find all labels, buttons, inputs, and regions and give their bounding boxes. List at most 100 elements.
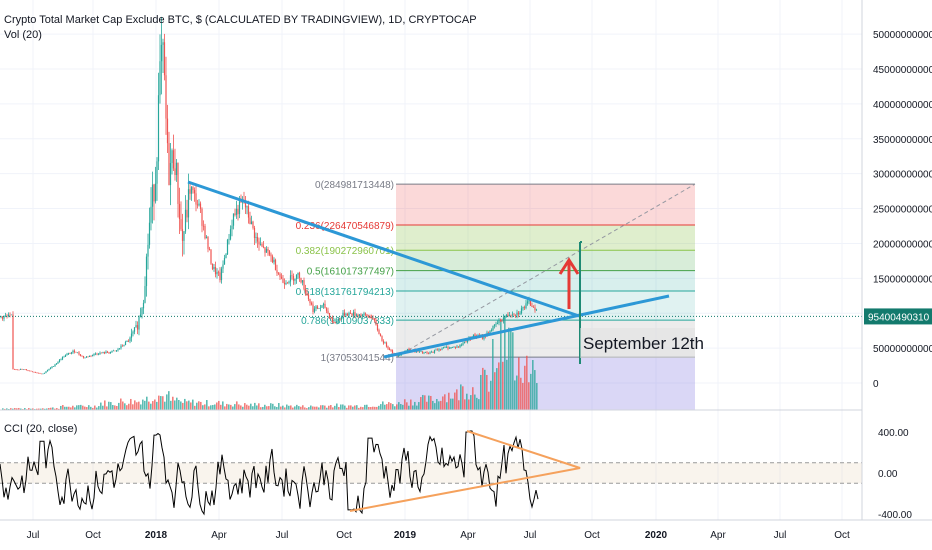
volume-bar bbox=[408, 405, 410, 410]
volume-bar bbox=[54, 408, 56, 410]
candle-body bbox=[48, 368, 50, 371]
candle-body bbox=[184, 209, 187, 232]
candle-body bbox=[240, 201, 242, 203]
axes bbox=[0, 0, 932, 521]
candle-body bbox=[12, 314, 14, 369]
fibonacci-retracement[interactable]: 0(284981713448) 0.236(226470546879) 0.382(… bbox=[296, 180, 696, 410]
ascending-trendline bbox=[383, 294, 670, 359]
candle-body bbox=[270, 254, 272, 257]
candle-body bbox=[388, 348, 391, 351]
candle-body bbox=[463, 341, 466, 344]
candle-body bbox=[180, 219, 182, 230]
volume-bar bbox=[308, 407, 310, 410]
volume-bar bbox=[28, 408, 30, 410]
candle-body bbox=[345, 313, 347, 316]
candle-body bbox=[217, 271, 220, 273]
volume-bar bbox=[196, 402, 198, 410]
fib-zone-0.5 bbox=[396, 270, 695, 292]
candle-body bbox=[289, 275, 292, 282]
candle-body bbox=[39, 373, 41, 374]
volume-bar bbox=[492, 339, 494, 410]
candle-body bbox=[429, 352, 431, 354]
candle-body bbox=[55, 363, 58, 365]
volume-bar bbox=[252, 406, 254, 410]
x-tick-label: Jul bbox=[276, 530, 289, 541]
volume-bar bbox=[504, 316, 506, 410]
volume-bar bbox=[132, 404, 134, 410]
candle-body bbox=[49, 367, 52, 369]
candle-body bbox=[100, 352, 103, 354]
candle-body bbox=[30, 370, 32, 372]
candle-body bbox=[277, 273, 280, 274]
volume-bar bbox=[118, 402, 120, 410]
candle-body bbox=[286, 282, 289, 284]
candle-body bbox=[517, 312, 520, 315]
candle-body bbox=[367, 315, 370, 317]
candle-body bbox=[399, 355, 401, 356]
candle-body bbox=[33, 372, 35, 373]
volume-bar bbox=[40, 408, 42, 410]
volume-bar bbox=[488, 391, 490, 410]
volume-bar bbox=[516, 375, 518, 410]
volume-bar bbox=[312, 406, 314, 410]
volume-bar bbox=[248, 405, 250, 410]
candle-body bbox=[427, 352, 430, 354]
candle-body bbox=[51, 366, 53, 368]
candle-body bbox=[162, 42, 164, 45]
candle-body bbox=[165, 75, 167, 119]
volume-bar bbox=[110, 402, 112, 410]
volume-bar bbox=[186, 401, 188, 410]
candle-body bbox=[451, 346, 454, 348]
volume-bar bbox=[174, 400, 176, 410]
drawings-layer[interactable]: September 12th bbox=[187, 180, 704, 364]
volume-bar bbox=[526, 355, 528, 410]
candle-body bbox=[531, 305, 533, 307]
volume-bar bbox=[340, 404, 342, 410]
volume-bar bbox=[158, 395, 160, 410]
candle-body bbox=[330, 317, 332, 319]
volume-bar bbox=[230, 404, 232, 410]
descending-trendline bbox=[187, 180, 580, 318]
volume-bar bbox=[120, 398, 122, 410]
candle-body bbox=[69, 353, 71, 354]
volume-bar bbox=[284, 407, 286, 410]
candle-body bbox=[192, 187, 194, 191]
volume-bar bbox=[280, 406, 282, 410]
candle-body bbox=[391, 350, 394, 353]
candle-body bbox=[153, 184, 155, 202]
x-tick-label: 2019 bbox=[394, 530, 417, 541]
candle-body bbox=[534, 307, 536, 311]
candle-body bbox=[535, 309, 538, 311]
candle-body bbox=[147, 244, 149, 257]
candle-body bbox=[436, 349, 439, 351]
fib-label-0.382: 0.382(190272960701) bbox=[296, 246, 394, 257]
candle-body bbox=[144, 286, 146, 303]
candle-body bbox=[510, 315, 512, 316]
candle-body bbox=[171, 150, 173, 164]
candle-body bbox=[10, 314, 13, 316]
volume-bar bbox=[320, 405, 322, 410]
volume-bar bbox=[462, 386, 464, 410]
candle-body bbox=[307, 294, 310, 300]
candle-body bbox=[442, 347, 445, 349]
candle-body bbox=[432, 351, 434, 353]
volume-bar bbox=[66, 406, 68, 410]
candle-body bbox=[210, 249, 212, 264]
candle-body bbox=[214, 267, 217, 275]
volume-bar bbox=[278, 403, 280, 410]
volume-bar bbox=[414, 401, 416, 410]
candle-body bbox=[523, 307, 526, 309]
candle-body bbox=[6, 315, 8, 317]
candle-body bbox=[133, 327, 136, 332]
volume-bar bbox=[32, 408, 34, 410]
volume-bar bbox=[428, 395, 430, 410]
volume-bar bbox=[24, 408, 26, 410]
volume-bar bbox=[20, 408, 22, 410]
candle-body bbox=[522, 307, 524, 309]
y-tick-label: 0 bbox=[873, 379, 879, 390]
volume-bar bbox=[240, 405, 242, 410]
volume-bar bbox=[368, 406, 370, 410]
volume-bar bbox=[146, 396, 148, 410]
volume-bar bbox=[274, 406, 276, 410]
